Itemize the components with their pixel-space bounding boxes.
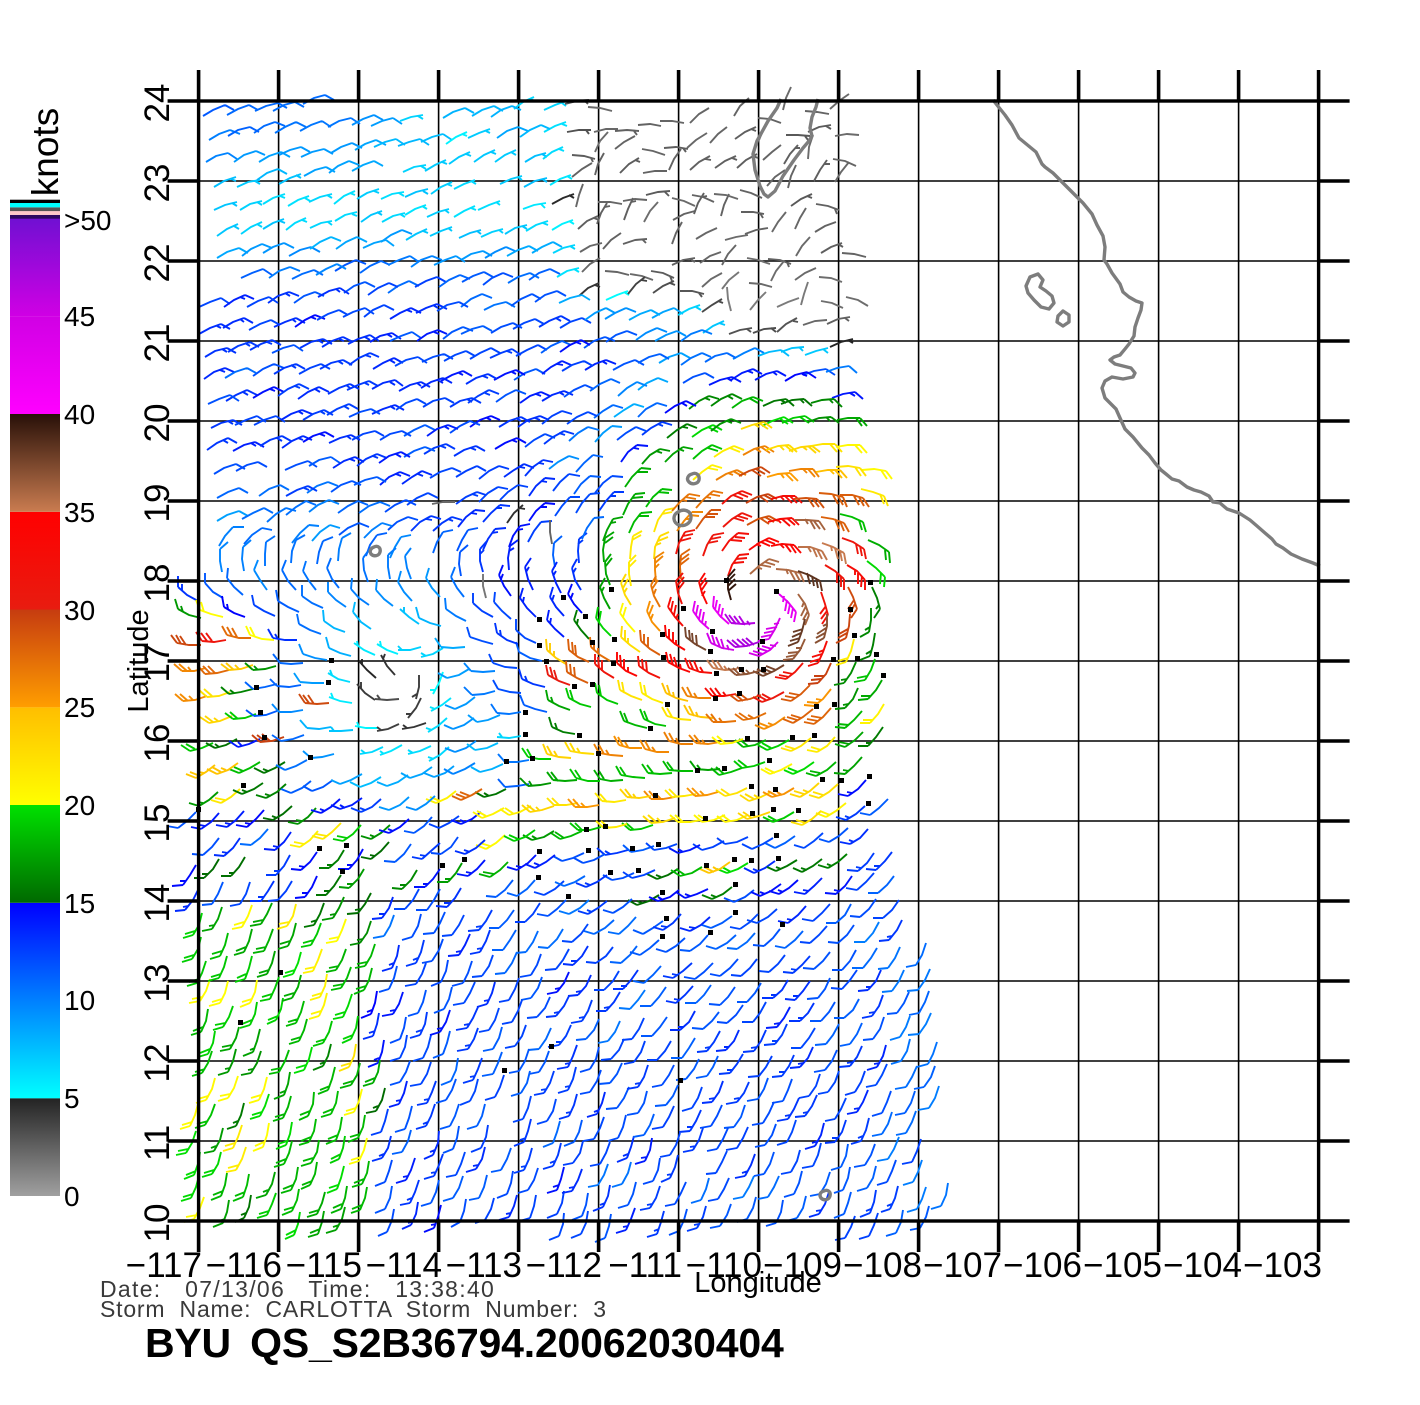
svg-text:11: 11	[138, 1125, 177, 1161]
svg-text:40: 40	[64, 399, 95, 430]
svg-text:20: 20	[138, 404, 177, 443]
svg-text:−117: −117	[126, 1246, 202, 1285]
svg-text:−112: −112	[526, 1246, 602, 1285]
svg-text:15: 15	[138, 804, 177, 843]
svg-text:12: 12	[138, 1044, 177, 1083]
svg-text:−103: −103	[1243, 1246, 1322, 1285]
svg-text:−104: −104	[1163, 1246, 1242, 1285]
svg-text:13: 13	[138, 964, 177, 1003]
svg-text:10: 10	[138, 1204, 177, 1243]
svg-text:16: 16	[138, 724, 177, 763]
svg-text:14: 14	[138, 884, 177, 923]
svg-text:knots: knots	[25, 108, 66, 196]
svg-text:−107: −107	[923, 1246, 1002, 1285]
svg-text:Storm Name: CARLOTTA Storm: Storm Name: CARLOTTA Storm Number: 3	[100, 1296, 607, 1322]
svg-text:−115: −115	[286, 1246, 362, 1285]
svg-text:20: 20	[64, 790, 95, 821]
svg-text:BYU QS_S2B36794.20062030404: BYU QS_S2B36794.20062030404	[145, 1320, 784, 1366]
svg-text:19: 19	[138, 484, 177, 523]
svg-text:5: 5	[64, 1083, 80, 1114]
svg-text:18: 18	[138, 564, 177, 603]
svg-text:−108: −108	[843, 1246, 922, 1285]
svg-text:45: 45	[64, 301, 95, 332]
svg-text:17: 17	[138, 644, 177, 683]
svg-text:−111: −111	[608, 1246, 682, 1285]
svg-text:−110: −110	[686, 1246, 762, 1285]
svg-text:−106: −106	[1003, 1246, 1082, 1285]
svg-text:−113: −113	[446, 1246, 522, 1285]
svg-text:0: 0	[64, 1181, 80, 1212]
svg-text:35: 35	[64, 497, 95, 528]
svg-text:24: 24	[138, 84, 177, 123]
svg-text:−116: −116	[206, 1246, 282, 1285]
svg-text:25: 25	[64, 692, 95, 723]
svg-text:−105: −105	[1083, 1246, 1162, 1285]
svg-text:−114: −114	[366, 1246, 442, 1285]
svg-text:21: 21	[138, 324, 177, 363]
svg-text:Longitude: Longitude	[694, 1267, 821, 1299]
svg-text:15: 15	[64, 888, 95, 919]
svg-text:Date: 07/13/06 Time: 13:38: Date: 07/13/06 Time: 13:38:40	[100, 1276, 495, 1302]
svg-text:10: 10	[64, 985, 95, 1016]
svg-text:>50: >50	[64, 205, 112, 236]
svg-text:30: 30	[64, 595, 95, 626]
svg-text:Latitude: Latitude	[123, 609, 155, 712]
svg-text:23: 23	[138, 164, 177, 203]
svg-text:22: 22	[138, 244, 177, 283]
svg-text:−109: −109	[763, 1246, 842, 1285]
